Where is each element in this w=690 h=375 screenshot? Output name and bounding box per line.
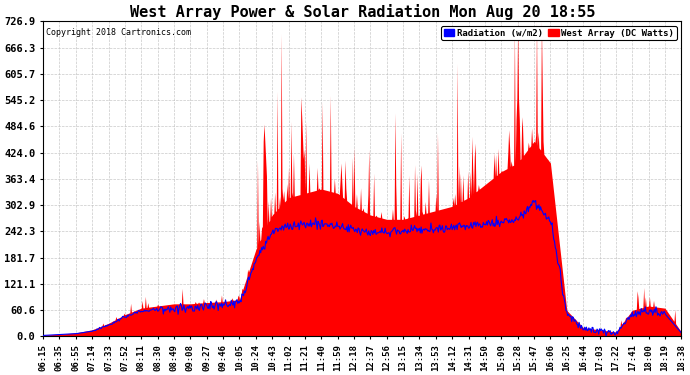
Title: West Array Power & Solar Radiation Mon Aug 20 18:55: West Array Power & Solar Radiation Mon A… <box>130 4 595 20</box>
Legend: Radiation (w/m2), West Array (DC Watts): Radiation (w/m2), West Array (DC Watts) <box>441 26 677 40</box>
Text: Copyright 2018 Cartronics.com: Copyright 2018 Cartronics.com <box>46 28 191 37</box>
